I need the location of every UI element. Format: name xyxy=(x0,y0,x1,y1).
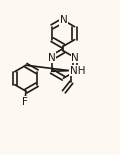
Text: N: N xyxy=(71,53,79,63)
Text: N: N xyxy=(48,53,55,63)
Text: F: F xyxy=(22,97,28,107)
Text: NH: NH xyxy=(70,66,85,76)
Text: N: N xyxy=(60,15,67,25)
